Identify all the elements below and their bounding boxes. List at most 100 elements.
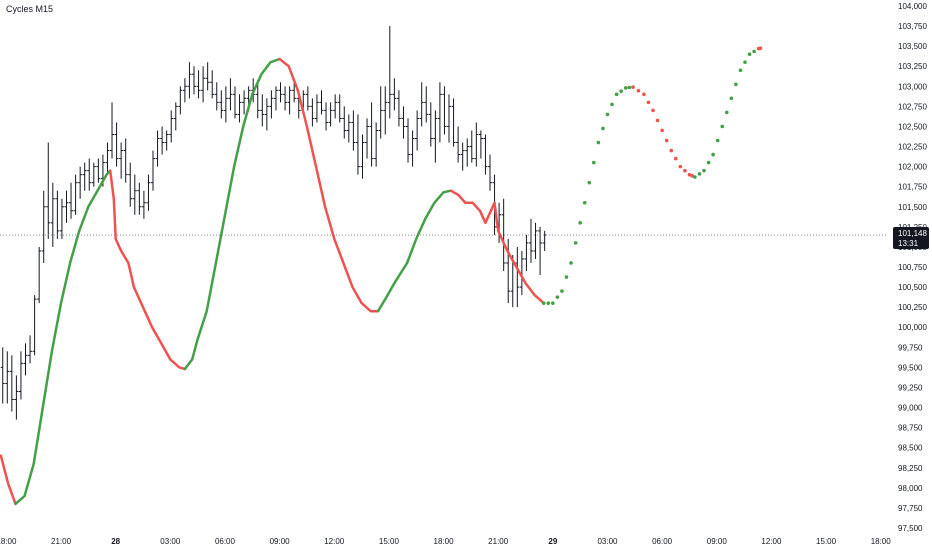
y-tick-label: 97,500 [898,524,923,533]
y-tick-label: 101,750 [898,183,927,192]
projection-dot [702,168,706,173]
y-tick-label: 102,000 [898,163,927,172]
y-tick-label: 98,500 [898,444,923,453]
projection-dot [555,295,560,299]
y-tick-label: 104,000 [898,2,927,11]
projection-dot [690,174,694,178]
x-tick-label: 09:00 [707,537,728,546]
y-tick-label: 103,500 [898,42,927,51]
last-price-label: 101,148 [898,229,927,238]
x-tick-label: 15:00 [816,537,837,546]
chart-title: Cycles M15 [6,4,54,14]
x-tick-label: 06:00 [652,537,673,546]
y-tick-label: 100,500 [898,283,927,292]
projection-dot [546,301,551,305]
y-tick-label: 99,000 [898,404,923,413]
x-tick-label: 29 [548,537,557,546]
projection-dot [693,175,697,179]
price-axis[interactable]: 104,000 103,750 103,500 103,250 103,000 102,7… [898,2,927,533]
cycle-line-segment [493,201,545,305]
projection-dot [651,108,655,113]
projection-dot [687,172,692,177]
projection-dot [706,160,711,165]
cycle-projection [541,46,763,305]
x-tick-label: 18:00 [0,537,17,546]
projection-dot [660,128,664,133]
bar-countdown: 13:31 [898,239,919,248]
y-tick-label: 100,250 [898,303,927,312]
projection-dot [683,168,687,173]
x-tick-label: 09:00 [270,537,291,546]
y-tick-label: 102,750 [898,102,927,111]
projection-dot [743,60,747,65]
projection-dot [605,112,610,117]
y-tick-label: 100,000 [898,323,927,332]
projection-dot [655,118,660,123]
y-tick-label: 102,250 [898,143,927,152]
projection-dot [724,110,729,115]
projection-dot [738,68,743,73]
cycle-line-segment [278,57,380,313]
cycle-line-segment [14,169,112,506]
y-tick-label: 101,500 [898,203,927,212]
y-tick-label: 99,250 [898,383,923,392]
projection-dot [614,92,619,97]
time-axis[interactable]: 18:00 21:00 28 03:00 06:00 09:00 12:00 15:00 18:… [0,537,891,546]
y-tick-label: 98,750 [898,424,923,433]
x-tick-label: 18:00 [434,537,455,546]
projection-dot [758,46,763,50]
projection-dot [578,221,582,225]
projection-dot [678,164,683,169]
y-tick-label: 103,000 [898,82,927,91]
last-price-tag: 101,148 13:31 [893,227,929,250]
projection-dot [720,124,725,129]
projection-dot [631,85,635,89]
x-tick-label: 06:00 [215,537,236,546]
projection-dot [729,96,734,101]
projection-dot [541,301,546,305]
y-tick-label: 97,750 [898,504,923,513]
y-tick-label: 103,250 [898,62,927,71]
projection-dot [715,138,720,143]
x-tick-label: 21:00 [488,537,509,546]
projection-dot [596,140,601,145]
y-tick-label: 98,000 [898,484,923,493]
x-tick-label: 03:00 [597,537,618,546]
projection-dot [664,138,669,143]
cycle-line-segment [449,189,496,225]
x-tick-label: 15:00 [379,537,400,546]
projection-dot [752,49,756,54]
projection-dot [642,92,646,97]
projection-dot [673,156,678,161]
projection-dot [582,200,587,205]
projection-dot [747,52,752,56]
projection-dot [592,160,596,165]
cycle-line-segment [183,57,281,371]
projection-dot [551,301,555,305]
projection-dot [560,289,564,293]
last-price-tag-bg [893,227,929,250]
cycle-line-segment [0,454,17,506]
cycle-line [0,57,545,506]
x-tick-label: 12:00 [324,537,345,546]
y-tick-label: 98,250 [898,464,923,473]
y-tick-label: 102,500 [898,122,927,131]
projection-dot [646,100,651,105]
projection-dot [711,152,715,157]
ohlc-bars [0,26,547,420]
projection-dot [697,172,702,176]
x-tick-label: 18:00 [871,537,892,546]
y-tick-label: 99,750 [898,343,923,352]
projection-dot [636,88,641,93]
projection-dot [610,102,614,107]
projection-dot [601,126,605,131]
cycle-line-segment [108,169,187,371]
projection-dot [623,86,628,90]
projection-dot [564,275,569,279]
y-tick-label: 103,750 [898,22,927,31]
projection-dot [627,85,632,90]
projection-dot [734,82,738,87]
y-tick-label: 100,750 [898,263,927,272]
x-tick-label: 28 [111,537,120,546]
